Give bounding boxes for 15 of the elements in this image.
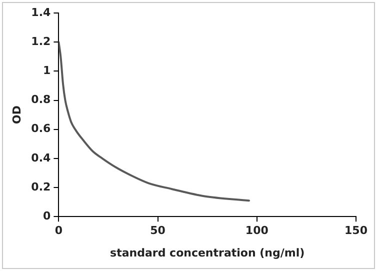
- x-tick-label: 0: [54, 224, 63, 238]
- y-tick-label: 0: [43, 209, 52, 222]
- y-tick-label: 1.4: [31, 6, 52, 19]
- line-series: [58, 41, 250, 202]
- y-tick-label: 0.2: [31, 180, 51, 194]
- x-tick-label: 50: [150, 224, 166, 238]
- y-tick-label: 1.2: [31, 34, 51, 48]
- y-tick-label: 0.4: [31, 151, 52, 164]
- y-axis-title: OD: [10, 106, 24, 124]
- y-tick-label: 1: [43, 64, 51, 78]
- y-tick-label: 0.8: [31, 93, 51, 106]
- x-axis-title: standard concentration (ng/ml): [110, 246, 305, 260]
- x-tick-label: 100: [245, 224, 269, 238]
- y-tick-label: 0.6: [31, 122, 52, 136]
- x-tick-label: 150: [344, 224, 368, 238]
